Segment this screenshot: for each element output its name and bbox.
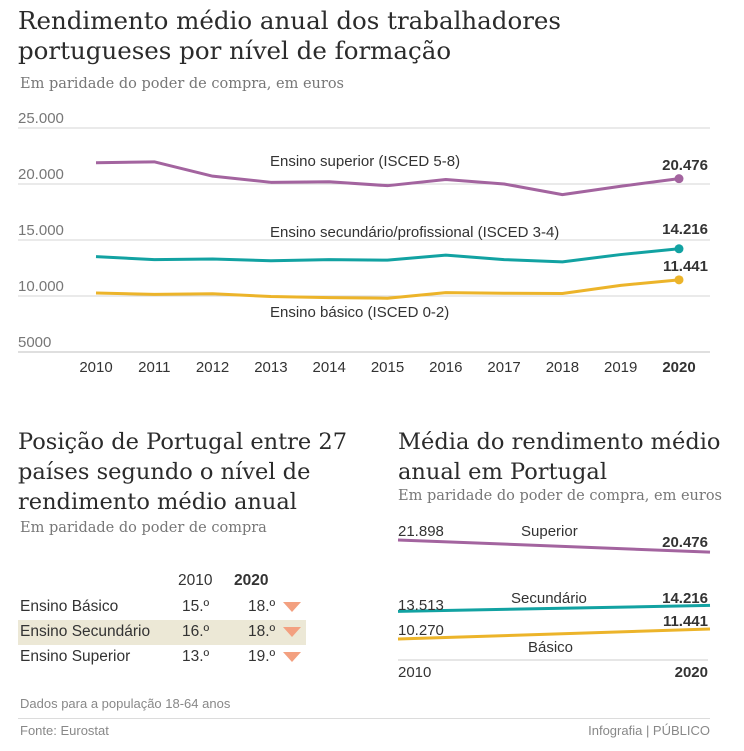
avg-chart-subtitle: Em paridade do poder de compra, em euros [398, 488, 722, 504]
y-tick-label: 20.000 [18, 166, 64, 183]
footer-divider [18, 718, 710, 719]
avg-chart-title: Média do rendimento médio anual em Portu… [398, 429, 721, 485]
y-tick-label: 5000 [18, 334, 51, 351]
avg-series-line [397, 538, 711, 554]
x-tick-label: 2016 [429, 359, 462, 376]
avg-name-secundario: Secundário [511, 590, 587, 607]
x-tick-label: 2011 [138, 359, 170, 376]
row-label: Ensino Básico [20, 598, 119, 615]
avg-series-line [397, 627, 711, 641]
col-header-2010: 2010 [178, 572, 213, 589]
x-tick-labels: 2010 2011 2012 2013 2014 2015 2016 2017 2018 2019… [79, 359, 695, 376]
source: Fonte: Eurostat [20, 723, 109, 738]
col-header-2020: 2020 [234, 572, 269, 589]
credit: Infografia | PÚBLICO [588, 723, 710, 738]
down-triangle-icon [283, 602, 301, 612]
avg-series-line [397, 603, 711, 613]
ranking-row-basico: Ensino Básico 15.º 18.º [18, 595, 306, 620]
footnote: Dados para a população 18-64 anos [20, 696, 231, 711]
y-grid: 25.000 20.000 15.000 10.000 5000 [18, 110, 710, 353]
avg-name-superior: Superior [521, 523, 578, 540]
avg-x-start: 2010 [398, 664, 431, 681]
avg-series-lines [397, 538, 711, 641]
avg-line-chart: 21.898 Superior 20.476 13.513 Secundário… [397, 523, 711, 681]
x-tick-label: 2020 [662, 359, 695, 376]
x-tick-label: 2018 [546, 359, 579, 376]
series-lines [95, 160, 684, 300]
avg-end-basico: 11.441 [663, 613, 708, 630]
rank-2010: 16.º [182, 623, 210, 640]
series-line [95, 247, 680, 264]
chart-title: Rendimento médio anual dos trabalhadores… [18, 6, 562, 65]
series-end-dot [674, 174, 684, 184]
x-tick-label: 2015 [371, 359, 404, 376]
y-tick-label: 15.000 [18, 222, 64, 239]
rank-2010: 13.º [182, 648, 210, 665]
avg-x-end: 2020 [675, 664, 708, 681]
row-label: Ensino Superior [20, 648, 131, 665]
avg-start-secundario: 13.513 [398, 597, 444, 614]
ranking-row-superior: Ensino Superior 13.º 19.º [18, 645, 306, 670]
end-label-basico: 11.441 [663, 258, 708, 275]
x-tick-label: 2017 [487, 359, 520, 376]
rank-2020: 19.º [248, 648, 276, 665]
rank-2010: 15.º [182, 598, 210, 615]
rank-2020: 18.º [248, 598, 276, 615]
y-tick-label: 25.000 [18, 110, 64, 127]
x-tick-label: 2019 [604, 359, 637, 376]
x-tick-label: 2010 [79, 359, 112, 376]
series-label-secundario: Ensino secundário/profissional (ISCED 3-… [270, 224, 559, 241]
series-label-superior: Ensino superior (ISCED 5-8) [270, 153, 460, 170]
down-triangle-icon [283, 627, 301, 637]
series-line [95, 278, 680, 300]
ranking-title: Posição de Portugal entre 27 países segu… [18, 429, 348, 515]
series-end-dot [674, 244, 684, 254]
avg-end-secundario: 14.216 [662, 590, 708, 607]
row-label: Ensino Secundário [20, 623, 151, 640]
series-label-basico: Ensino básico (ISCED 0-2) [270, 304, 449, 321]
x-tick-label: 2014 [313, 359, 346, 376]
avg-end-superior: 20.476 [662, 534, 708, 551]
avg-start-superior: 21.898 [398, 523, 444, 540]
y-tick-label: 10.000 [18, 278, 64, 295]
down-triangle-icon [283, 652, 301, 662]
rank-2020: 18.º [248, 623, 276, 640]
x-tick-label: 2013 [254, 359, 287, 376]
end-label-secundario: 14.216 [662, 221, 708, 238]
avg-start-basico: 10.270 [398, 622, 444, 639]
end-label-superior: 20.476 [662, 157, 708, 174]
series-end-dot [674, 275, 684, 285]
x-tick-label: 2012 [196, 359, 229, 376]
series-line [95, 160, 680, 197]
avg-name-basico: Básico [528, 639, 573, 656]
ranking-subtitle: Em paridade do poder de compra [20, 520, 267, 536]
chart-subtitle: Em paridade do poder de compra, em euros [20, 76, 344, 92]
ranking-row-secundario: Ensino Secundário 16.º 18.º [18, 620, 306, 645]
